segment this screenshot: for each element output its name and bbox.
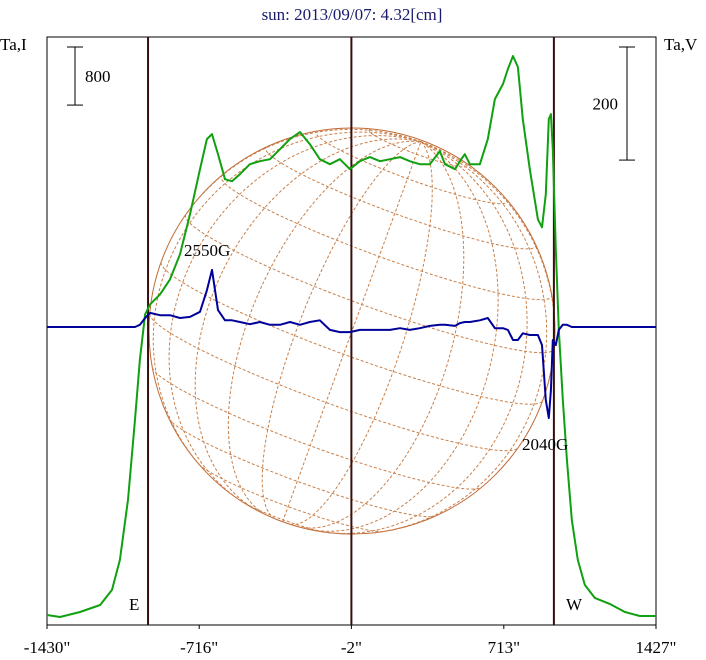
grid-curve (149, 313, 518, 452)
grid-curve (290, 141, 433, 526)
grid-curve (373, 141, 548, 534)
grid-curve (240, 500, 329, 534)
grid-curve (184, 214, 555, 354)
grid-curve (152, 131, 422, 473)
annotation: E (129, 595, 139, 614)
grid-curve (194, 138, 421, 510)
grid-curve (368, 128, 469, 168)
grid-curve (227, 140, 421, 517)
scale-bar-label: 200 (593, 95, 619, 114)
grid-curve (198, 463, 385, 533)
grid-curve (327, 141, 528, 535)
series-line (47, 268, 656, 420)
solar-disk-grid (148, 127, 556, 535)
series-line (46, 55, 656, 618)
grid-curve (282, 141, 422, 522)
x-tick-label: -2" (341, 638, 362, 657)
grid-curve (220, 174, 553, 301)
x-tick-label: 1427" (636, 638, 677, 657)
grid-curve (160, 262, 543, 405)
x-tick-label: -1430" (24, 638, 71, 657)
grid-curve (265, 145, 537, 250)
x-tick-label: -716" (180, 638, 218, 657)
x-tick-label: 713" (488, 638, 520, 657)
grid-curve (151, 367, 481, 490)
grid-curve (315, 130, 508, 205)
chart-title: sun: 2013/09/07: 4.32[cm] (262, 5, 443, 24)
grid-curve (261, 141, 421, 520)
y-axis-label: Ta,I (0, 35, 27, 54)
annotation: W (566, 595, 583, 614)
y2-axis-label: Ta,V (664, 35, 698, 54)
annotation: 2040G (522, 435, 568, 454)
grid-curve (311, 141, 499, 532)
grid-curve (168, 135, 422, 502)
scale-bar-label: 800 (85, 67, 111, 86)
grid-curve (168, 418, 436, 518)
annotation: 2550G (184, 241, 230, 260)
